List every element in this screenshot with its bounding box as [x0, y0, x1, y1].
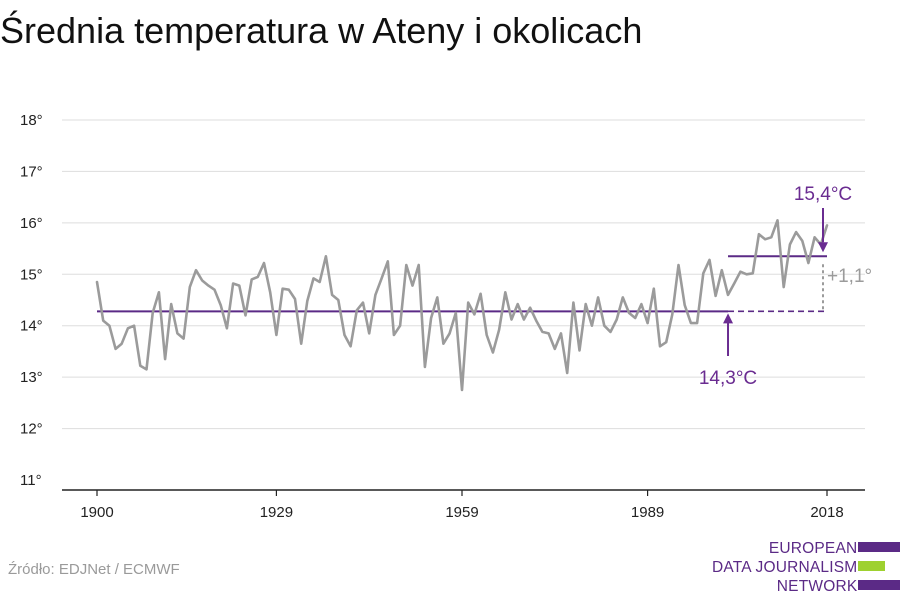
y-tick-label: 13° — [20, 369, 43, 386]
baseline-label: 14,3°C — [699, 368, 757, 389]
x-tick-label: 1929 — [260, 504, 293, 521]
recent-arrow-head — [818, 242, 828, 253]
logo-bar-bottom — [858, 580, 900, 590]
logo-line-2: DATA JOURNALISM — [712, 559, 858, 576]
recent-label: 15,4°C — [794, 184, 852, 205]
x-tick-label: 1989 — [631, 504, 664, 521]
logo-line-1: EUROPEAN — [768, 540, 858, 557]
x-tick-label: 2018 — [810, 504, 843, 521]
edjnet-logo-text: EUROPEAN DATA JOURNALISM NETWORK — [712, 539, 857, 596]
logo-bar-top — [858, 542, 900, 552]
x-tick-label: 1900 — [80, 504, 113, 521]
y-tick-label: 15° — [20, 266, 43, 283]
y-tick-label: 12° — [20, 421, 43, 438]
y-tick-label: 17° — [20, 163, 43, 180]
chart-title: Średnia temperatura w Ateny i okolicach — [0, 10, 643, 51]
temperature-series-line — [95, 219, 829, 392]
y-tick-label: 14° — [20, 318, 43, 335]
x-tick-label: 1959 — [445, 504, 478, 521]
y-tick-label: 11° — [20, 472, 42, 489]
logo-line-3: NETWORK — [776, 578, 858, 595]
y-tick-label: 16° — [20, 215, 43, 232]
baseline-arrow-head — [723, 313, 734, 324]
y-tick-label: 18° — [20, 112, 43, 129]
source-note: Źródło: EDJNet / ECMWF — [8, 561, 180, 578]
logo-bar-middle — [858, 561, 885, 571]
difference-label: +1,1° — [827, 266, 872, 287]
